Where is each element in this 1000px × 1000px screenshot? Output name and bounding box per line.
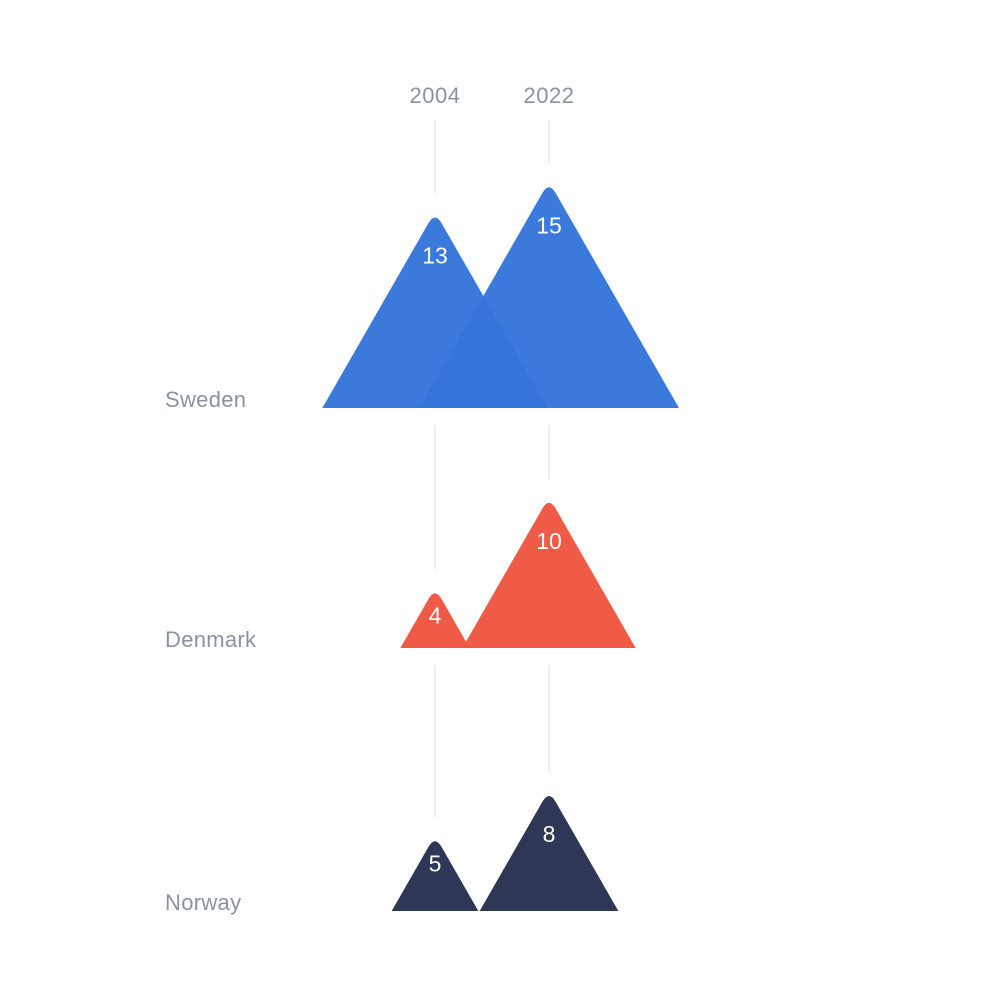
year-label-2022: 2022 (524, 83, 575, 108)
row-sweden: Sweden 13 15 (165, 187, 680, 412)
value-label-sweden-2004: 13 (422, 243, 448, 269)
year-label-2004: 2004 (410, 83, 461, 108)
value-label-denmark-2004: 4 (429, 603, 442, 629)
country-label-sweden: Sweden (165, 387, 246, 412)
peak-norway-2022 (479, 795, 619, 911)
value-label-denmark-2022: 10 (536, 528, 562, 554)
peaks-sweden: 13 15 (322, 187, 680, 408)
country-label-denmark: Denmark (165, 627, 257, 652)
peak-denmark-2022 (462, 502, 636, 648)
row-norway: Norway 58 (165, 795, 619, 915)
peaks-denmark: 4 10 (400, 502, 636, 648)
row-denmark: Denmark 4 10 (165, 502, 636, 652)
value-label-sweden-2022: 15 (536, 213, 562, 239)
value-label-norway-2004: 5 (429, 851, 442, 877)
peaks-norway: 58 (391, 795, 619, 911)
peak-sweden-2022 (418, 187, 680, 408)
country-label-norway: Norway (165, 890, 241, 915)
year-labels: 2004 2022 (410, 83, 575, 108)
peak-norway-2004 (391, 841, 479, 911)
year-guide-lines (434, 120, 550, 818)
value-label-norway-2022: 8 (543, 821, 556, 847)
peak-denmark-2004 (400, 593, 470, 648)
